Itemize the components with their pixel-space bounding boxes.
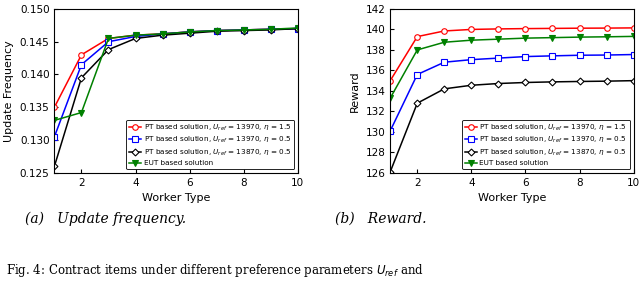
X-axis label: Worker Type: Worker Type xyxy=(142,193,211,203)
Text: (a)   Update frequency.: (a) Update frequency. xyxy=(25,212,186,226)
Y-axis label: Reward: Reward xyxy=(350,70,360,112)
Text: (b)   Reward.: (b) Reward. xyxy=(335,212,426,226)
X-axis label: Worker Type: Worker Type xyxy=(477,193,546,203)
Y-axis label: Update Frequency: Update Frequency xyxy=(4,40,14,142)
Legend: PT based solution, $U_{ref}$ = 13970, $\eta$ = 1.5, PT based solution, $U_{ref}$: PT based solution, $U_{ref}$ = 13970, $\… xyxy=(126,120,294,169)
Text: Fig. 4: Contract items under different preference parameters $U_{ref}$ and: Fig. 4: Contract items under different p… xyxy=(6,262,424,279)
Legend: PT based solution, $U_{ref}$ = 13970, $\eta$ = 1.5, PT based solution, $U_{ref}$: PT based solution, $U_{ref}$ = 13970, $\… xyxy=(462,120,630,169)
